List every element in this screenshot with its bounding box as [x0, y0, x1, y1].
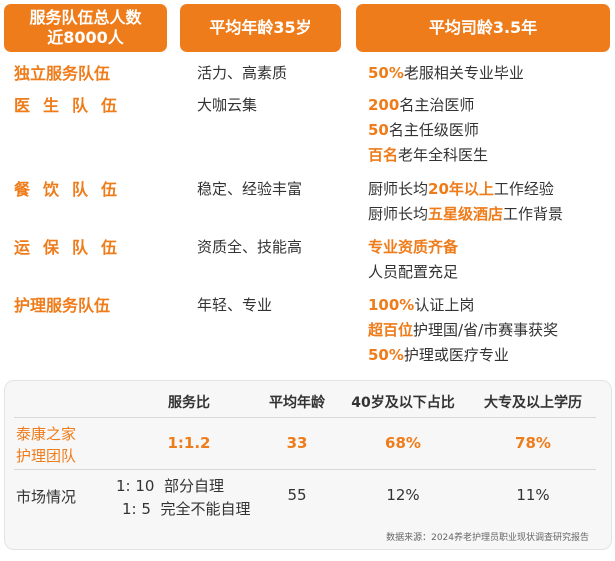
market-avg-age: 55: [287, 486, 307, 504]
row-mid-independent: 活力、高素质: [197, 64, 288, 82]
total-staff-header: 服务队伍总人数 近8000人: [4, 4, 167, 52]
row-title-nursing: 护理服务队伍: [14, 296, 111, 315]
row-title-independent: 独立服务队伍: [14, 64, 111, 83]
taikang-ratio: 1:1.2: [167, 434, 211, 452]
col-header-avg-age: 平均年龄: [269, 395, 325, 411]
detail-line: 50名主任级医师: [368, 121, 479, 139]
detail-line: 200名主治医师: [368, 96, 475, 114]
taikang-under-40: 68%: [385, 434, 421, 452]
detail-line: 专业资质齐备: [368, 238, 459, 256]
taikang-label: 泰康之家 护理团队: [16, 425, 77, 465]
row-mid-catering: 稳定、经验丰富: [197, 180, 303, 198]
market-ratio-partial: 1: 10 部分自理: [116, 477, 225, 495]
avg-tenure-header: 平均司龄3.5年: [356, 4, 610, 52]
row-right-nursing: 100%认证上岗 超百位护理国/省/市赛事获奖 50%护理或医疗专业: [368, 293, 558, 368]
row-title-doctors: 医生队伍: [14, 96, 131, 115]
row-mid-doctors: 大咖云集: [197, 96, 258, 114]
col-header-college: 大专及以上学历: [484, 395, 582, 411]
row-right-catering: 厨师长均20年以上工作经验 厨师长均五星级酒店工作背景: [368, 177, 563, 227]
market-ratio-full: 1: 5 完全不能自理: [122, 500, 251, 518]
col-header-service-ratio: 服务比: [168, 395, 210, 411]
row-title-maintenance: 运保队伍: [14, 238, 131, 257]
market-under-40: 12%: [386, 486, 420, 504]
detail-line: 厨师长均五星级酒店工作背景: [368, 205, 564, 223]
detail-line: 超百位护理国/省/市赛事获奖: [368, 321, 559, 339]
detail-line: 人员配置充足: [368, 263, 459, 281]
detail-line: 百名老年全科医生: [368, 146, 489, 164]
row-right-independent: 50%老服相关专业毕业: [368, 61, 524, 86]
market-label: 市场情况: [16, 488, 77, 506]
avg-age-header: 平均年龄35岁: [180, 4, 341, 52]
table-divider: [14, 469, 596, 470]
detail-line: 厨师长均20年以上工作经验: [368, 180, 554, 198]
row-mid-maintenance: 资质全、技能高: [197, 238, 303, 256]
row-mid-nursing: 年轻、专业: [197, 296, 273, 314]
col-header-under-40: 40岁及以下占比: [351, 395, 455, 411]
taikang-college: 78%: [515, 434, 551, 452]
market-college: 11%: [516, 486, 550, 504]
total-staff-line1: 服务队伍总人数: [29, 8, 142, 27]
comparison-card: [4, 380, 612, 550]
avg-tenure-text: 平均司龄3.5年: [428, 18, 538, 37]
taikang-avg-age: 33: [286, 434, 308, 452]
row-title-catering: 餐饮队伍: [14, 180, 131, 199]
total-staff-line2: 近8000人: [47, 28, 124, 47]
row-right-maintenance: 专业资质齐备 人员配置充足: [368, 235, 458, 285]
detail-line: 100%认证上岗: [368, 296, 475, 314]
detail-line: 50%老服相关专业毕业: [368, 64, 524, 82]
data-source-note: 数据来源：2024养老护理员职业现状调查研究报告: [386, 533, 589, 543]
detail-line: 50%护理或医疗专业: [368, 346, 509, 364]
avg-age-text: 平均年龄35岁: [209, 18, 312, 37]
table-divider: [14, 417, 596, 418]
row-right-doctors: 200名主治医师 50名主任级医师 百名老年全科医生: [368, 93, 488, 168]
